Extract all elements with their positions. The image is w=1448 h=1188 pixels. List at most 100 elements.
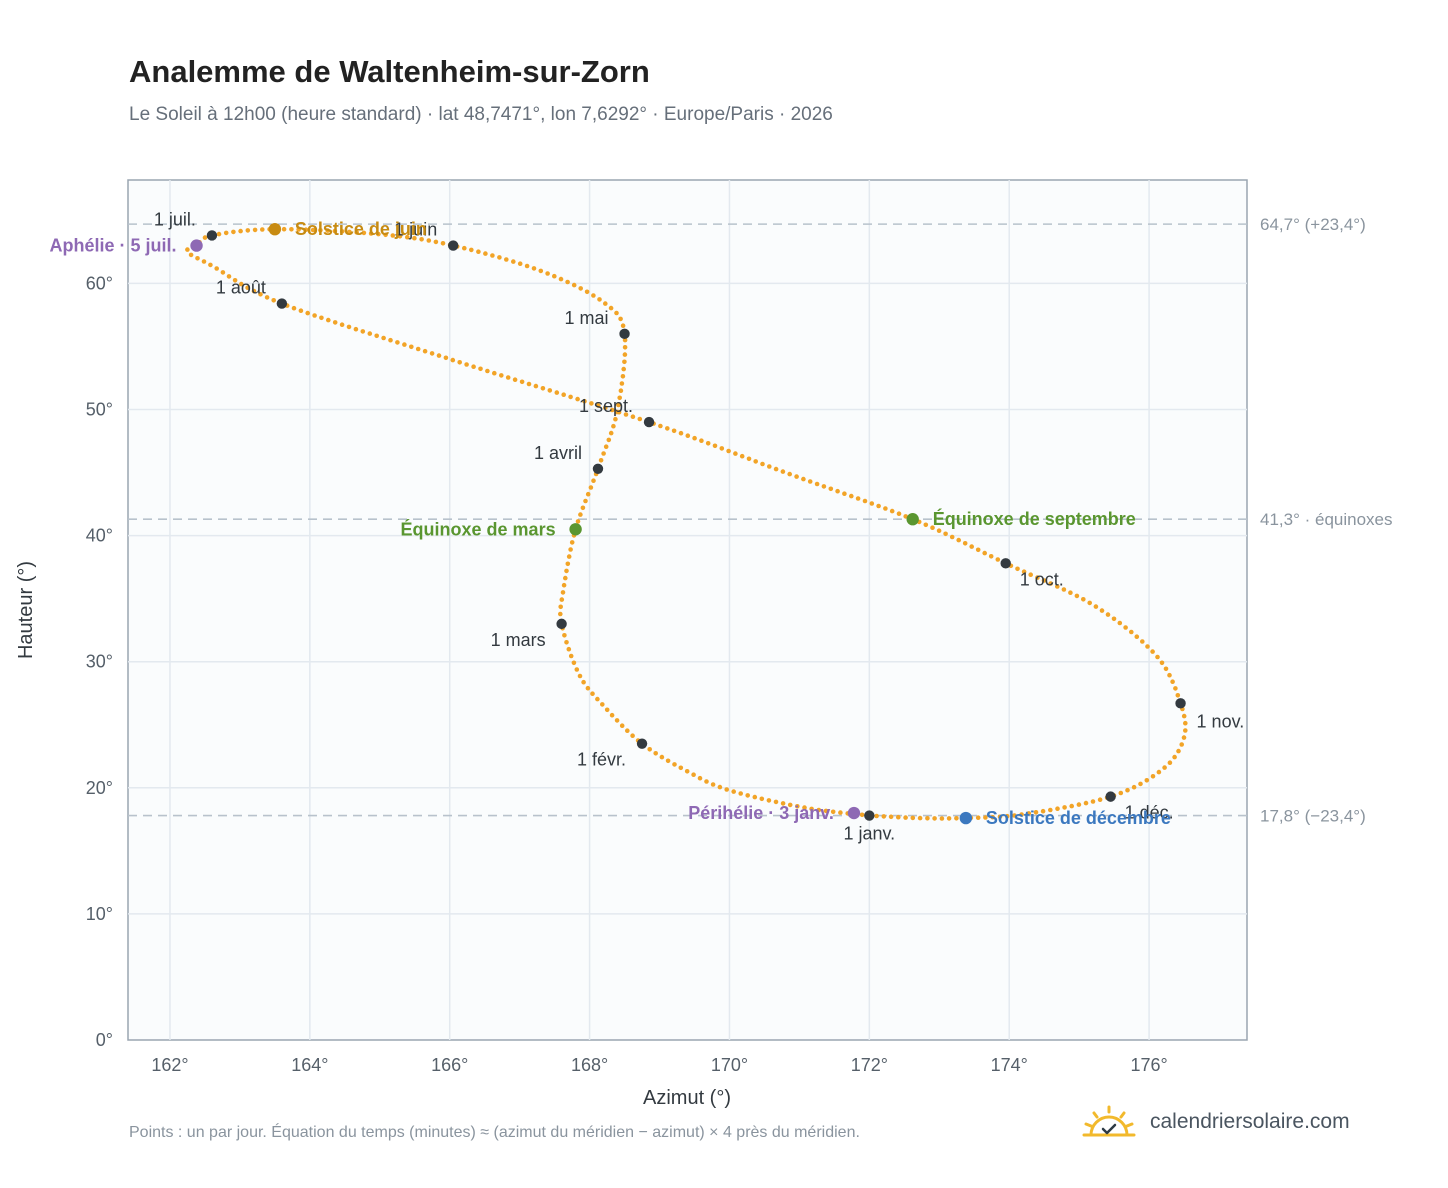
day-point xyxy=(814,481,820,487)
day-point xyxy=(326,317,331,323)
event-marker xyxy=(268,222,282,236)
day-point xyxy=(1181,713,1187,719)
day-point xyxy=(630,414,636,420)
day-point xyxy=(271,298,277,303)
day-point xyxy=(412,235,417,241)
day-point xyxy=(462,245,467,251)
day-point xyxy=(1069,803,1074,809)
day-point xyxy=(499,373,504,378)
day-point xyxy=(517,261,523,267)
reference-line-label: 17,8° (−23,4°) xyxy=(1260,807,1366,826)
day-point xyxy=(925,816,930,821)
day-point xyxy=(622,359,627,365)
day-point xyxy=(258,292,263,297)
day-point xyxy=(483,251,488,256)
day-point xyxy=(794,474,799,479)
day-point xyxy=(1134,634,1140,639)
month-label: 1 mars xyxy=(491,630,546,650)
day-point xyxy=(975,547,981,553)
y-tick-label: 50° xyxy=(86,400,113,420)
day-point xyxy=(1129,629,1134,635)
day-point xyxy=(318,228,323,233)
day-point xyxy=(608,430,614,436)
day-point xyxy=(936,528,942,533)
y-tick-label: 30° xyxy=(86,652,113,672)
day-point xyxy=(526,381,532,387)
day-point xyxy=(226,274,232,279)
day-point xyxy=(201,259,207,264)
day-point xyxy=(1123,625,1128,630)
day-point xyxy=(1183,720,1188,726)
day-point xyxy=(346,324,352,330)
day-point xyxy=(1055,806,1060,811)
day-point xyxy=(939,816,945,821)
brand[interactable]: calendriersolaire.com xyxy=(1082,1100,1350,1144)
day-point xyxy=(239,281,244,287)
event-marker xyxy=(959,811,973,825)
day-point xyxy=(1087,600,1092,606)
day-point xyxy=(917,815,923,821)
day-point xyxy=(733,451,738,456)
month-marker xyxy=(643,416,655,428)
day-point xyxy=(476,249,481,254)
event-marker xyxy=(906,513,919,526)
day-point xyxy=(1055,584,1060,589)
day-point xyxy=(395,340,400,345)
day-point xyxy=(1048,807,1053,813)
day-point xyxy=(577,673,583,679)
x-tick-label: 174° xyxy=(991,1055,1028,1075)
day-point xyxy=(1179,742,1184,747)
day-point xyxy=(672,762,677,767)
day-point xyxy=(490,253,495,258)
day-point xyxy=(216,231,222,237)
day-point xyxy=(620,374,626,379)
reference-line-label: 64,7° (+23,4°) xyxy=(1260,215,1366,234)
day-point xyxy=(1041,578,1047,583)
month-marker xyxy=(864,810,875,821)
day-point xyxy=(562,633,567,638)
day-point xyxy=(568,547,573,552)
day-point xyxy=(622,345,628,350)
day-point xyxy=(469,247,474,253)
day-point xyxy=(575,519,581,524)
day-point xyxy=(712,443,718,449)
day-point xyxy=(560,590,566,595)
month-label: 1 avril xyxy=(534,443,582,463)
day-point xyxy=(312,313,317,318)
day-point xyxy=(838,810,843,815)
day-point xyxy=(1111,616,1117,622)
day-point xyxy=(360,329,366,334)
day-point xyxy=(264,295,270,300)
day-point xyxy=(802,805,807,810)
day-point xyxy=(519,379,525,385)
day-point xyxy=(585,491,591,497)
day-point xyxy=(759,796,765,802)
day-point xyxy=(609,407,615,413)
x-tick-label: 170° xyxy=(711,1055,748,1075)
day-point xyxy=(595,696,600,702)
day-point xyxy=(988,554,994,559)
day-point xyxy=(339,229,345,234)
day-point xyxy=(699,438,704,444)
day-point xyxy=(1090,799,1096,804)
day-point xyxy=(619,723,625,728)
day-point xyxy=(440,241,446,246)
day-point xyxy=(332,320,338,325)
day-point xyxy=(647,747,652,752)
day-point xyxy=(888,814,894,820)
day-point xyxy=(415,346,421,352)
day-point xyxy=(724,787,729,792)
day-point xyxy=(429,351,435,356)
event-label: Solstice de décembre xyxy=(986,808,1171,828)
day-point xyxy=(956,537,961,543)
day-point xyxy=(1012,813,1017,818)
day-point xyxy=(558,604,563,610)
day-point xyxy=(823,808,829,814)
day-point xyxy=(1167,672,1172,678)
day-point xyxy=(578,512,583,517)
day-point xyxy=(231,229,236,235)
day-point xyxy=(397,234,403,239)
day-point xyxy=(303,227,309,232)
day-point xyxy=(766,798,772,803)
day-point xyxy=(621,366,626,372)
